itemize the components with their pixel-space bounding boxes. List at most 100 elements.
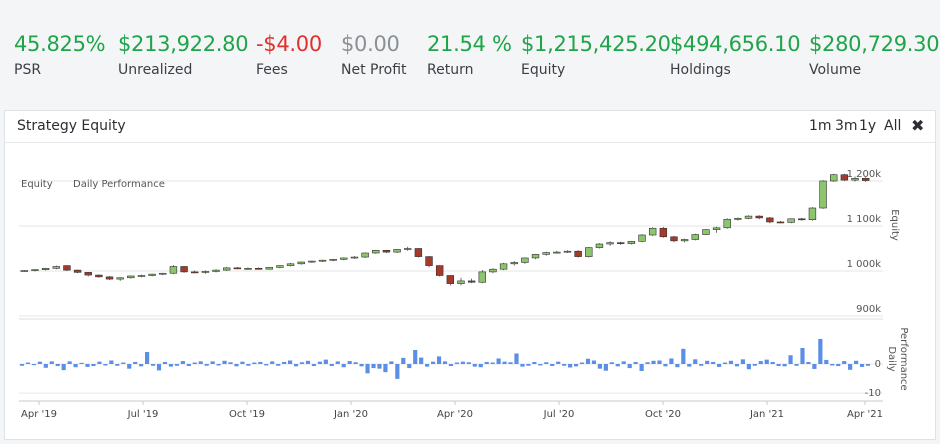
daily-bar <box>591 360 597 364</box>
daily-bar <box>55 364 60 367</box>
stat-label: Unrealized <box>118 62 193 78</box>
panel-header: Strategy Equity 1m 3m 1y All ✖ <box>5 111 935 143</box>
candle-up <box>851 177 859 181</box>
candle-up <box>734 218 742 220</box>
candle-up <box>510 262 518 265</box>
candle-down <box>191 271 199 274</box>
daily-bar <box>299 362 305 364</box>
daily-bar <box>865 364 871 366</box>
x-tick-label: Jul '20 <box>543 409 575 420</box>
daily-bar <box>764 359 769 364</box>
candle-up <box>531 254 540 259</box>
candle-up <box>52 266 60 269</box>
candle-down <box>798 218 806 221</box>
daily-bar <box>323 359 328 364</box>
x-tick-label: Oct '20 <box>645 409 681 420</box>
candle-down <box>574 250 582 257</box>
close-icon[interactable]: ✖ <box>911 116 925 135</box>
daily-bar <box>335 361 340 364</box>
daily-bar <box>758 361 763 364</box>
candle-down <box>425 256 433 266</box>
daily-bar <box>859 364 865 367</box>
daily-bar <box>782 364 787 367</box>
daily-bar <box>150 364 156 366</box>
range-all-button[interactable]: All <box>884 118 902 134</box>
daily-bar <box>454 362 460 364</box>
candle-up <box>286 263 295 266</box>
daily-bar <box>67 361 72 364</box>
candle-up <box>404 248 412 250</box>
candle-up <box>702 229 710 235</box>
daily-bar <box>204 364 209 366</box>
daily-bar <box>252 362 257 364</box>
daily-bar <box>854 360 859 364</box>
daily-bar <box>699 364 704 366</box>
daily-bar <box>824 359 829 364</box>
candle-up <box>648 227 657 236</box>
daily-bar <box>687 364 692 367</box>
daily-bar <box>693 359 698 364</box>
range-3m-button[interactable]: 3m <box>835 118 858 134</box>
candle-down <box>95 274 103 278</box>
candle-up <box>819 180 827 209</box>
stat-label: Net Profit <box>341 62 407 78</box>
daily-axis-title-line2: Performance <box>898 327 909 390</box>
candle-down <box>659 227 668 238</box>
daily-bar <box>413 350 418 364</box>
stat-label: Equity <box>521 62 566 78</box>
candle-down <box>670 236 678 242</box>
daily-bar <box>663 364 668 367</box>
range-1m-button[interactable]: 1m <box>809 118 832 134</box>
candle-up <box>41 268 50 270</box>
candle-down <box>766 217 774 223</box>
candle-up <box>20 270 29 272</box>
daily-bar <box>657 360 662 364</box>
daily-bar <box>538 364 543 366</box>
daily-bar <box>752 364 757 366</box>
daily-bar <box>61 364 66 371</box>
candle-down <box>446 275 455 284</box>
candle-up <box>127 275 135 279</box>
candle-up <box>691 234 699 240</box>
daily-bar <box>573 364 579 367</box>
daily-bar <box>436 356 442 364</box>
candle-up <box>606 242 614 245</box>
candle-down <box>435 265 444 276</box>
candle-up <box>744 215 753 219</box>
daily-bar <box>520 364 525 367</box>
candle-up <box>808 207 817 220</box>
stat-label: PSR <box>14 62 42 78</box>
daily-bar <box>419 357 424 364</box>
stat-net-profit: $0.00 Net Profit <box>341 30 407 80</box>
candle-up <box>308 260 316 263</box>
daily-bar <box>812 364 817 369</box>
daily-bar <box>293 364 299 367</box>
panel-title: Strategy Equity <box>17 118 126 134</box>
candle-up <box>372 250 380 254</box>
daily-bar <box>615 364 620 367</box>
x-tick-label: Apr '20 <box>437 409 473 420</box>
stat-value: $0.00 <box>341 32 400 56</box>
candle-up <box>276 265 284 268</box>
candle-up <box>212 269 220 272</box>
daily-bar <box>556 361 561 364</box>
candle-up <box>116 277 124 280</box>
x-tick-label: Jan '20 <box>333 409 368 420</box>
candle-up <box>830 174 838 182</box>
stat-label: Volume <box>809 62 862 78</box>
daily-tick-label: 0 <box>875 359 881 370</box>
candle-up <box>169 266 178 274</box>
daily-bar <box>407 364 412 369</box>
candle-up <box>787 218 795 223</box>
candle-down <box>467 280 476 283</box>
daily-bar <box>711 361 716 364</box>
x-tick-label: Jan '21 <box>749 409 784 420</box>
range-1y-button[interactable]: 1y <box>859 118 877 134</box>
daily-bar <box>49 361 54 364</box>
daily-bar <box>79 362 84 364</box>
daily-bar <box>508 362 513 364</box>
candle-up <box>340 257 348 260</box>
stat-equity: $1,215,425.20 Equity <box>521 30 671 80</box>
daily-bar <box>800 347 805 364</box>
daily-bar <box>675 364 680 368</box>
